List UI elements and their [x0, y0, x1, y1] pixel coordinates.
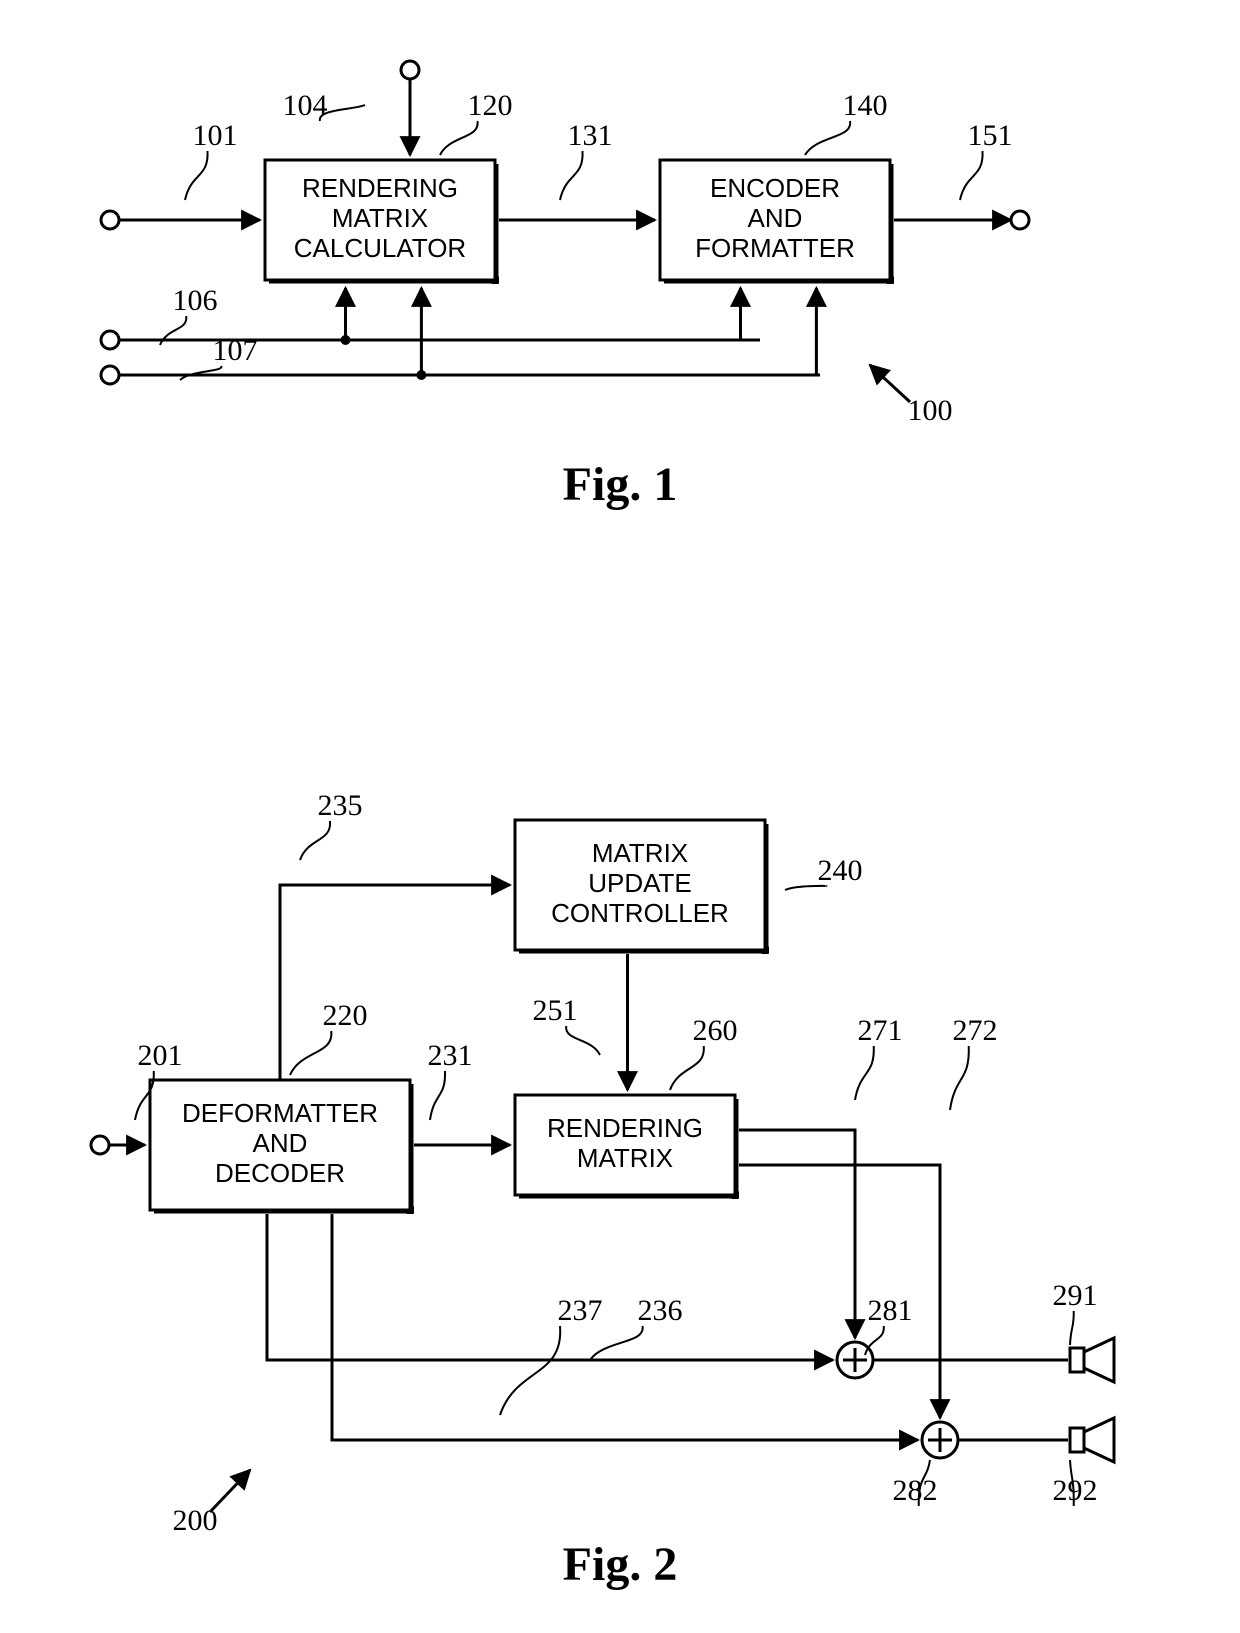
ref-leader-101 [185, 151, 208, 200]
rendering-matrix-calculator-label: RENDERING [302, 173, 458, 203]
encoder-and-formatter-label: ENCODER [710, 173, 840, 203]
ref-271: 271 [858, 1014, 903, 1047]
ref-leader-251 [566, 1026, 600, 1055]
rendering-matrix-calculator-label: MATRIX [332, 203, 428, 233]
encoder-and-formatter-label: AND [748, 203, 803, 233]
ref-107: 107 [213, 334, 258, 367]
encoder-and-formatter-label: FORMATTER [695, 233, 855, 263]
junction [416, 370, 426, 380]
matrix-update-controller-label: UPDATE [588, 868, 692, 898]
ref-260: 260 [693, 1014, 738, 1047]
matrix-update-controller-label: CONTROLLER [551, 898, 729, 928]
ref-292: 292 [1053, 1474, 1098, 1507]
ref-106: 106 [173, 284, 218, 317]
ref-leader-220 [290, 1031, 331, 1075]
figure-2-caption: Fig. 2 [563, 1538, 678, 1591]
ref-arrow-200 [210, 1470, 250, 1512]
ref-leader-231 [430, 1071, 445, 1120]
wire-236 [267, 1214, 833, 1360]
ref-leader-260 [670, 1046, 704, 1090]
ref-201: 201 [138, 1039, 183, 1072]
wire-271 [739, 1130, 855, 1338]
rendering-matrix-label: MATRIX [577, 1143, 673, 1173]
ref-leader-240 [785, 886, 826, 890]
speaker-291-horn [1084, 1338, 1114, 1382]
ref-140: 140 [843, 89, 888, 122]
port-107 [101, 366, 119, 384]
speaker-292-horn [1084, 1418, 1114, 1462]
ref-leader-291 [1070, 1311, 1074, 1345]
wire-235 [280, 885, 510, 1080]
ref-arrow-100 [870, 365, 910, 402]
ref-100: 100 [908, 394, 953, 427]
ref-237: 237 [558, 1294, 603, 1327]
port-201 [91, 1136, 109, 1154]
speaker-292-body [1070, 1428, 1084, 1452]
speaker-291-body [1070, 1348, 1084, 1372]
ref-151: 151 [968, 119, 1013, 152]
wire-272 [739, 1165, 940, 1418]
ref-282: 282 [893, 1474, 938, 1507]
ref-leader-272 [950, 1046, 969, 1110]
junction [341, 335, 351, 345]
ref-101: 101 [193, 119, 238, 152]
ref-leader-120 [440, 121, 478, 155]
wire-237 [332, 1214, 918, 1440]
ref-231: 231 [428, 1039, 473, 1072]
ref-272: 272 [953, 1014, 998, 1047]
port-101 [101, 211, 119, 229]
deformatter-and-decoder-label: DECODER [215, 1158, 345, 1188]
ref-240: 240 [818, 854, 863, 887]
ref-131: 131 [568, 119, 613, 152]
matrix-update-controller-label: MATRIX [592, 838, 688, 868]
ref-220: 220 [323, 999, 368, 1032]
ref-251: 251 [533, 994, 578, 1027]
deformatter-and-decoder-label: DEFORMATTER [182, 1098, 378, 1128]
rendering-matrix-label: RENDERING [547, 1113, 703, 1143]
ref-leader-140 [805, 121, 850, 155]
ref-leader-107 [180, 366, 221, 380]
ref-leader-271 [855, 1046, 874, 1100]
ref-291: 291 [1053, 1279, 1098, 1312]
port-104 [401, 61, 419, 79]
ref-120: 120 [468, 89, 513, 122]
ref-236: 236 [638, 1294, 683, 1327]
port-151 [1011, 211, 1029, 229]
ref-leader-131 [560, 151, 583, 200]
ref-leader-236 [590, 1326, 643, 1360]
ref-leader-235 [300, 821, 330, 860]
figure-1-caption: Fig. 1 [563, 458, 678, 511]
ref-200: 200 [173, 1504, 218, 1537]
ref-281: 281 [868, 1294, 913, 1327]
ref-leader-237 [500, 1326, 560, 1415]
deformatter-and-decoder-label: AND [253, 1128, 308, 1158]
ref-leader-151 [960, 151, 983, 200]
rendering-matrix-calculator-label: CALCULATOR [294, 233, 466, 263]
ref-235: 235 [318, 789, 363, 822]
port-106 [101, 331, 119, 349]
